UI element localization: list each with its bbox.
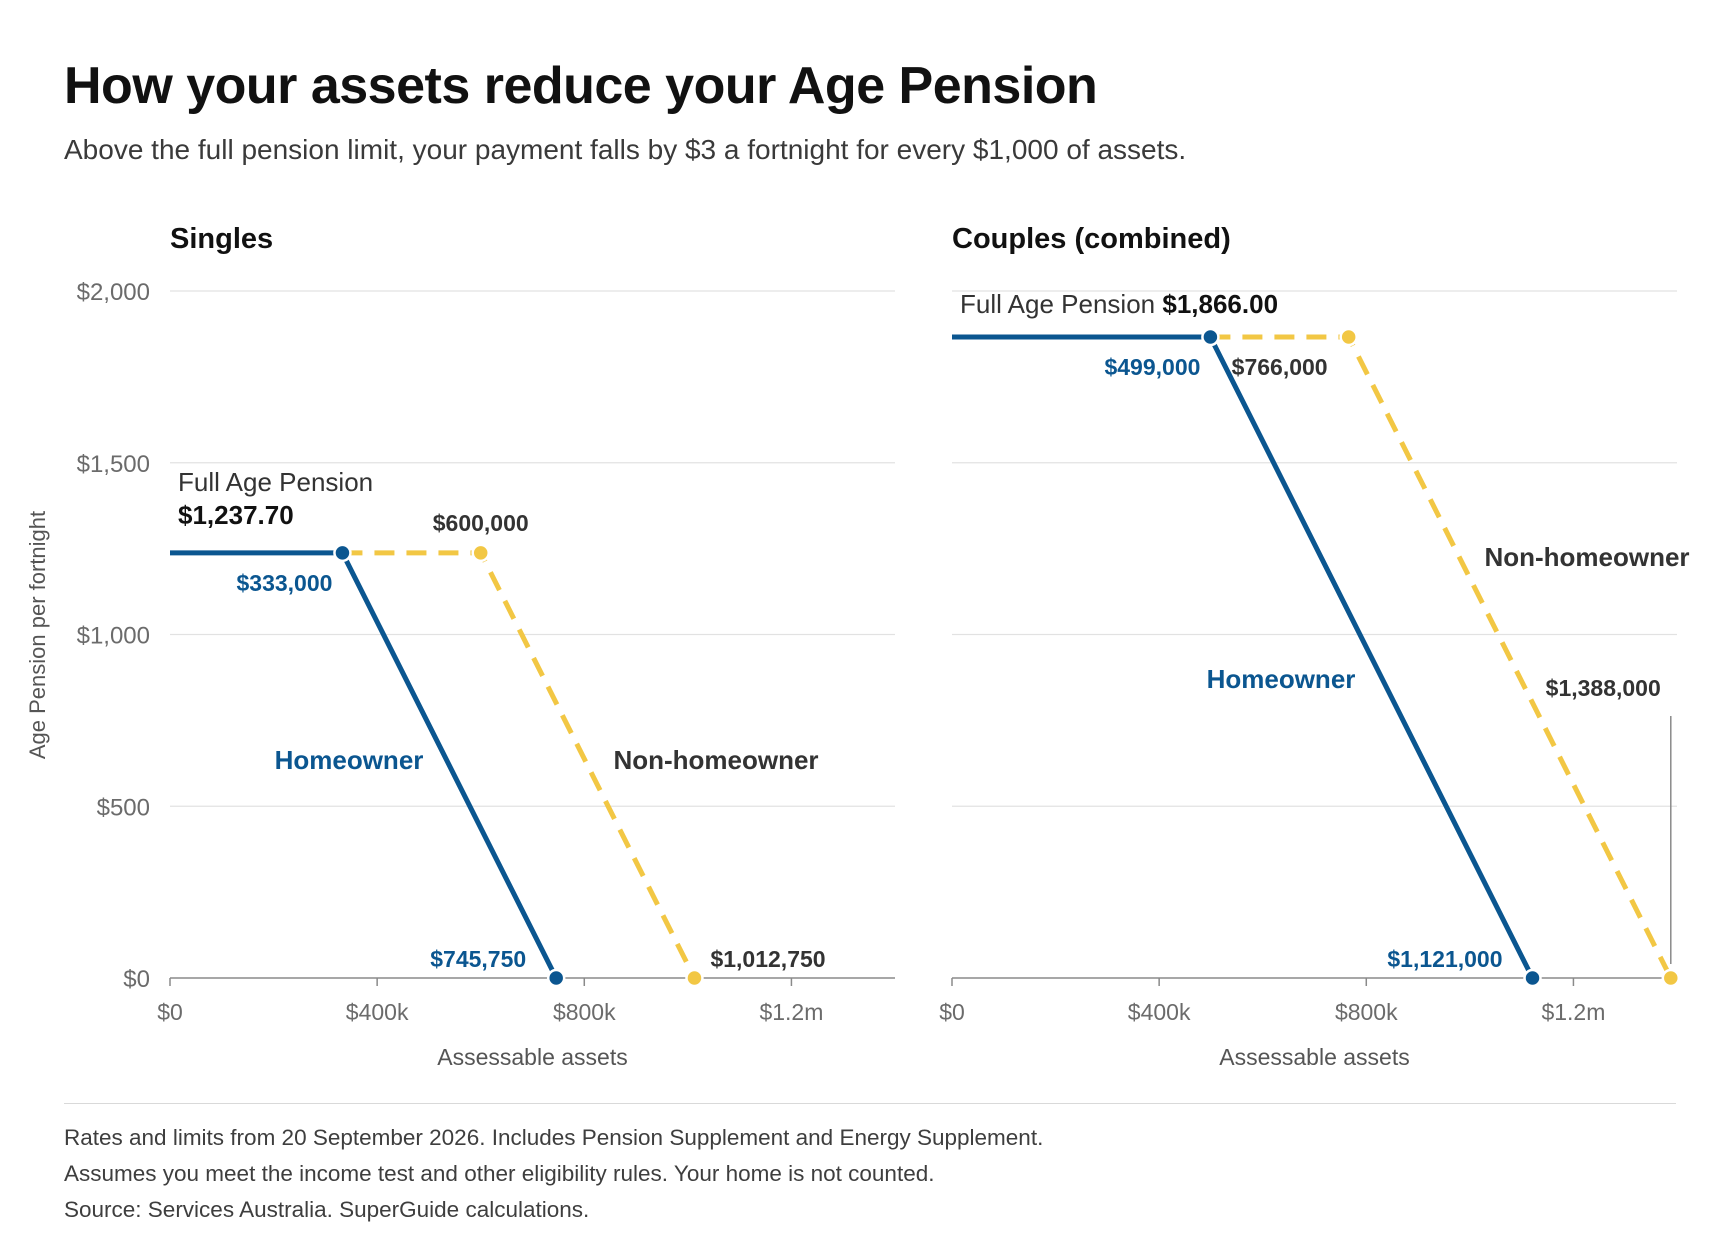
couples-non-homeowner-cutoff-point <box>1661 968 1681 988</box>
couples-full-pension-value: $1,866.00 <box>1162 289 1278 319</box>
couples-panel-title: Couples (combined) <box>952 223 1231 255</box>
couples-x-tick-label: $800k <box>1335 999 1398 1025</box>
couples-non-homeowner-line <box>1210 334 1674 980</box>
singles-non-homeowner-threshold-point <box>471 543 490 563</box>
singles-y-tick-label: $1,500 <box>77 451 150 478</box>
couples-x-tick-label: $0 <box>939 999 965 1025</box>
couples-homeowner-threshold-point <box>1201 327 1220 347</box>
singles-full-pension-value: $1,237.70 <box>178 500 294 530</box>
singles-x-axis-label: Assessable assets <box>437 1044 627 1070</box>
singles-homeowner-threshold-label: $333,000 <box>237 570 333 596</box>
footnotes: Rates and limits from 20 September 2026.… <box>64 1120 1043 1228</box>
singles-non-homeowner-series-label: Non-homeowner <box>613 745 818 775</box>
singles-full-pension-label: Full Age Pension <box>178 467 373 497</box>
couples-non-homeowner-cutoff-label: $1,388,000 <box>1546 675 1661 701</box>
footnote-rates: Rates and limits from 20 September 2026.… <box>64 1125 1044 1150</box>
singles-x-tick-label: $400k <box>346 999 409 1025</box>
couples-x-axis-label: Assessable assets <box>1219 1044 1409 1070</box>
singles-x-tick-label: $0 <box>157 999 183 1025</box>
couples-homeowner-cutoff-label: $1,121,000 <box>1387 946 1502 972</box>
footnote-source: Source: Services Australia. SuperGuide c… <box>64 1197 590 1222</box>
singles-y-tick-label: $0 <box>123 966 150 993</box>
couples-non-homeowner-series-label: Non-homeowner <box>1484 542 1689 572</box>
couples-non-homeowner-threshold-point <box>1339 327 1358 347</box>
singles-homeowner-cutoff-point <box>546 968 566 988</box>
chart-title: How your assets reduce your Age Pension <box>64 57 1098 115</box>
singles-x-tick-label: $1.2m <box>759 999 823 1025</box>
singles-non-homeowner-cutoff-label: $1,012,750 <box>710 946 825 972</box>
singles-y-tick-label: $1,000 <box>77 623 150 650</box>
footnote-assumptions: Assumes you meet the income test and oth… <box>64 1161 935 1186</box>
couples-homeowner-cutoff-point <box>1523 968 1542 988</box>
singles-non-homeowner-threshold-label: $600,000 <box>433 510 529 536</box>
couples-x-tick-label: $400k <box>1128 999 1191 1025</box>
footer-divider <box>64 1103 1676 1104</box>
singles-y-tick-label: $500 <box>97 794 150 821</box>
singles-x-tick-label: $800k <box>553 999 616 1025</box>
y-axis-label: Age Pension per fortnight <box>25 511 50 759</box>
singles-y-tick-label: $2,000 <box>77 279 150 306</box>
couples-x-tick-label: $1.2m <box>1541 999 1605 1025</box>
couples-full-pension-label: Full Age Pension $1,866.00 <box>960 289 1278 319</box>
singles-panel-title: Singles <box>170 223 273 255</box>
couples-homeowner-threshold-label: $499,000 <box>1104 354 1200 380</box>
singles-non-homeowner-cutoff-point <box>685 968 704 988</box>
couples-non-homeowner-threshold-label: $766,000 <box>1232 354 1328 380</box>
singles-homeowner-cutoff-label: $745,750 <box>430 946 526 972</box>
couples-homeowner-series-label: Homeowner <box>1207 664 1356 694</box>
couples-homeowner-line <box>952 334 1535 980</box>
singles-homeowner-series-label: Homeowner <box>275 745 424 775</box>
singles-homeowner-threshold-point <box>333 543 352 563</box>
chart-subtitle: Above the full pension limit, your payme… <box>64 134 1187 165</box>
